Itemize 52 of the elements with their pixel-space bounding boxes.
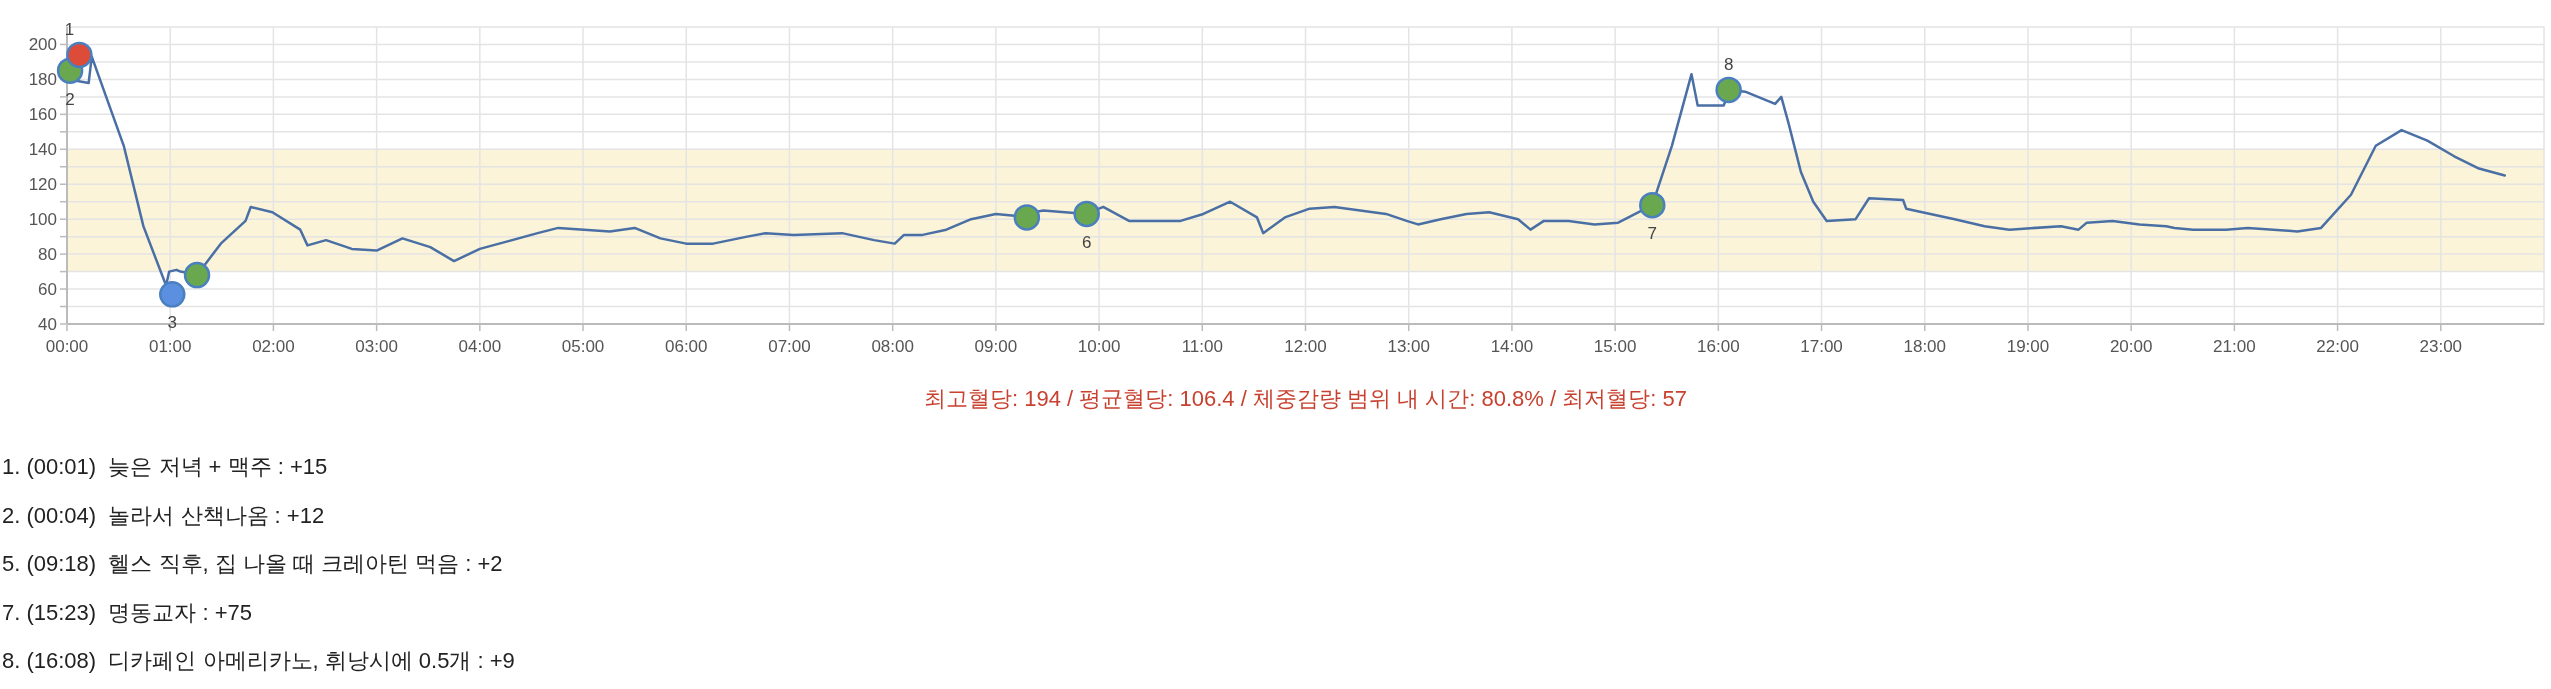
point [159,281,186,308]
x-tick-label: 09:00 [974,337,1018,356]
x-tick-label: 16:00 [1697,337,1740,356]
point [1715,76,1742,104]
point [1639,191,1666,219]
x-tick-label: 08:00 [871,337,914,356]
x-tick-label: 07:00 [768,337,811,356]
y-tick-label: 160 [28,105,57,125]
x-tick-label: 12:00 [1284,337,1327,356]
x-tick-label: 23:00 [2419,337,2463,356]
text: 7. (15:23) 명동교자 : +75 [2,599,253,625]
point [66,41,93,69]
annotation: 3 [167,313,178,333]
x-tick-label: 22:00 [2316,337,2359,356]
x-tick-label: 15:00 [1593,337,1637,356]
annotation: 7 [1647,224,1658,244]
text: 2. (00:04) 놀라서 산책나옴 : +12 [2,502,325,528]
y-tick-label: 200 [28,35,57,55]
y-tick-label: 140 [28,140,57,160]
x-tick-label: 02:00 [252,337,295,356]
x-tick-label: 13:00 [1387,337,1430,356]
y-tick-label: 100 [28,210,57,230]
x-tick-label: 17:00 [1800,337,1843,356]
annotation: 6 [1081,232,1092,252]
y-tick-label: 180 [28,70,57,90]
text: 8. (16:08) 디카페인 아메리카노, 휘낭시에 0.5개 : +9 [2,648,515,673]
x-tick-label: 20:00 [2109,337,2153,356]
x-tick-label: 03:00 [355,337,398,356]
x-tick-label: 18:00 [1903,337,1947,356]
x-tick-label: 14:00 [1490,337,1534,356]
y-tick-label: 80 [38,245,57,265]
y-tick-label: 40 [38,315,57,334]
x-tick-label: 21:00 [2213,337,2256,356]
x-tick-label: 05:00 [561,337,605,356]
text: 최고혈당: 194 / 평균혈당: 106.4 / 체중감량 범위 내 시간: 80.8% / 최저혈당: 57 [924,386,1687,411]
x-tick-label: 11:00 [1181,337,1223,356]
x-tick-label: 04:00 [458,337,502,356]
annotation: 2 [65,89,75,109]
annotation: 1 [64,19,75,39]
x-tick-label: 00:00 [45,337,89,356]
x-tick-label: 01:00 [148,337,192,356]
text: 1. (00:01) 늦은 저녁 + 맥주 : +15 [2,454,328,479]
x-tick-label: 19:00 [2006,337,2050,356]
y-tick-label: 60 [38,280,57,300]
point [183,261,211,289]
text: 5. (09:18) 헬스 직후, 집 나올 때 크레아틴 먹음 : +2 [2,551,503,576]
y-tick-label: 120 [28,175,57,195]
point [1073,200,1100,228]
annotation: 8 [1723,54,1734,74]
x-tick-label: 06:00 [664,337,708,356]
x-tick-label: 10:00 [1077,337,1121,356]
point [1013,204,1041,231]
